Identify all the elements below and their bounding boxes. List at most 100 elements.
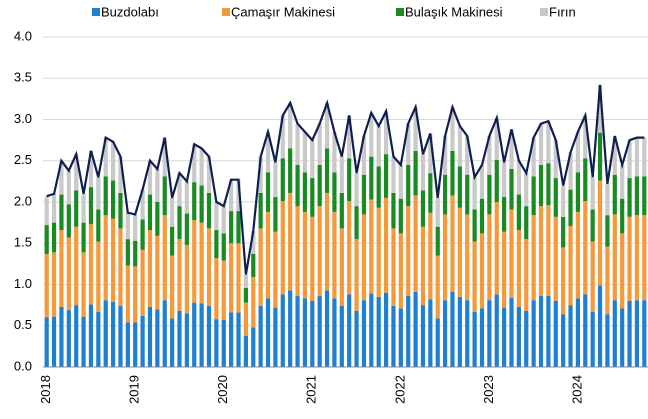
bar-segment (280, 115, 285, 159)
bar-segment (546, 163, 551, 206)
bar-segment (516, 230, 521, 307)
bar-segment (524, 239, 529, 311)
bar-segment (310, 178, 315, 217)
bar-segment (376, 166, 381, 208)
bar-segment (605, 215, 610, 247)
bar-segment (634, 176, 640, 216)
bar-segment (147, 160, 153, 195)
bar-segment (317, 164, 322, 207)
bar-segment (450, 107, 455, 151)
bar-segment (243, 335, 248, 367)
bar-segment (192, 302, 197, 367)
bar-segment (494, 159, 499, 202)
bar-segment (398, 164, 403, 199)
bar-segment (96, 209, 101, 242)
bar-segment (406, 164, 411, 207)
bar-segment (553, 301, 558, 367)
bar-segment (44, 253, 49, 318)
bar-segment (509, 209, 514, 298)
bar-segment (502, 197, 507, 232)
bar-segment (206, 192, 212, 229)
bar-segment (273, 162, 278, 198)
bar-segment (339, 156, 344, 193)
bar-segment (288, 192, 293, 291)
bar-segment (324, 192, 330, 291)
bar-segment (391, 305, 396, 367)
bar-segment (612, 214, 617, 301)
bar-segment (553, 178, 558, 217)
bar-segment (258, 156, 263, 193)
bar-segment (177, 239, 182, 311)
bar-segment (243, 274, 248, 288)
bar-segment (634, 137, 640, 177)
bar-segment (590, 311, 595, 367)
bar-segment (74, 190, 79, 227)
bar-segment (487, 214, 492, 301)
legend-swatch (396, 8, 404, 16)
bar-segment (435, 318, 440, 367)
bar-segment (103, 215, 108, 301)
y-tick-label: 2.0 (14, 193, 32, 208)
bar-segment (487, 136, 492, 175)
bar-segment (450, 150, 455, 196)
bar-segment (406, 206, 411, 297)
bar-segment (450, 291, 455, 367)
bar-segment (125, 265, 130, 323)
bar-segment (465, 214, 470, 301)
bar-segment (612, 174, 617, 215)
bar-segment (324, 103, 330, 149)
bar-segment (243, 287, 248, 303)
bar-segment (265, 298, 271, 367)
bar-segment (66, 237, 71, 311)
bar-segment (118, 228, 123, 306)
bar-segment (88, 224, 94, 305)
bar-segment (420, 190, 426, 227)
bar-segment (627, 216, 632, 301)
total-line (46, 84, 645, 275)
bar-segment (184, 213, 189, 245)
bar-segment (590, 241, 595, 312)
bar-segment (391, 228, 396, 306)
bar-segment (103, 137, 108, 177)
bar-segment (265, 172, 271, 212)
bar-segment (339, 305, 344, 367)
bar-segment (103, 176, 108, 216)
bar-segment (398, 198, 403, 234)
bar-segment (51, 193, 57, 223)
bar-segment (465, 300, 470, 367)
bar-segment (538, 164, 544, 207)
bar-segment (502, 307, 507, 367)
bar-segment (553, 216, 558, 301)
bar-segment (302, 172, 308, 212)
bar-segment (317, 296, 322, 367)
bar-segment (184, 181, 189, 214)
bar-segment (361, 214, 367, 301)
bar-segment (273, 197, 278, 232)
bar-segment (229, 312, 234, 367)
bar-segment (546, 121, 551, 164)
bar-segment (155, 235, 160, 310)
bar-segment (199, 222, 204, 304)
bar-segment (170, 226, 175, 256)
bar-segment (88, 187, 94, 225)
bar-segment (229, 211, 234, 244)
bar-segment (236, 179, 241, 212)
bar-segment (561, 216, 566, 248)
bar-segment (347, 294, 352, 367)
bar-segment (324, 290, 330, 367)
bar-segment (487, 174, 492, 215)
bar-segment (199, 185, 204, 223)
bar-segment (236, 243, 241, 313)
bar-segment (170, 197, 175, 227)
bar-segment (147, 230, 153, 307)
bar-segment (273, 231, 278, 308)
bar-segment (479, 308, 485, 367)
bar-segment (162, 137, 167, 177)
bar-segment (74, 154, 79, 191)
bar-segment (66, 204, 71, 238)
bar-segment (516, 160, 521, 195)
bar-segment (546, 296, 551, 367)
bar-segment (310, 216, 315, 301)
bar-segment (383, 292, 389, 367)
